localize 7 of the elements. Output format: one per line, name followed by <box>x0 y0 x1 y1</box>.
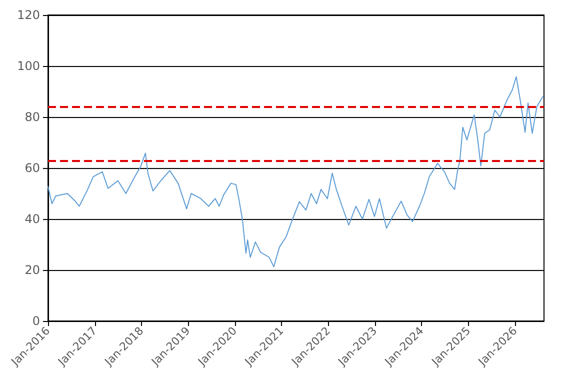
y-tick-label: 20 <box>24 263 40 277</box>
y-tick-label: 40 <box>24 212 40 226</box>
y-tick-label: 60 <box>24 161 40 175</box>
y-tick-label: 0 <box>32 314 40 328</box>
y-tick-label: 80 <box>24 110 40 124</box>
y-tick-label: 120 <box>17 8 40 22</box>
y-tick-label: 100 <box>17 59 40 73</box>
